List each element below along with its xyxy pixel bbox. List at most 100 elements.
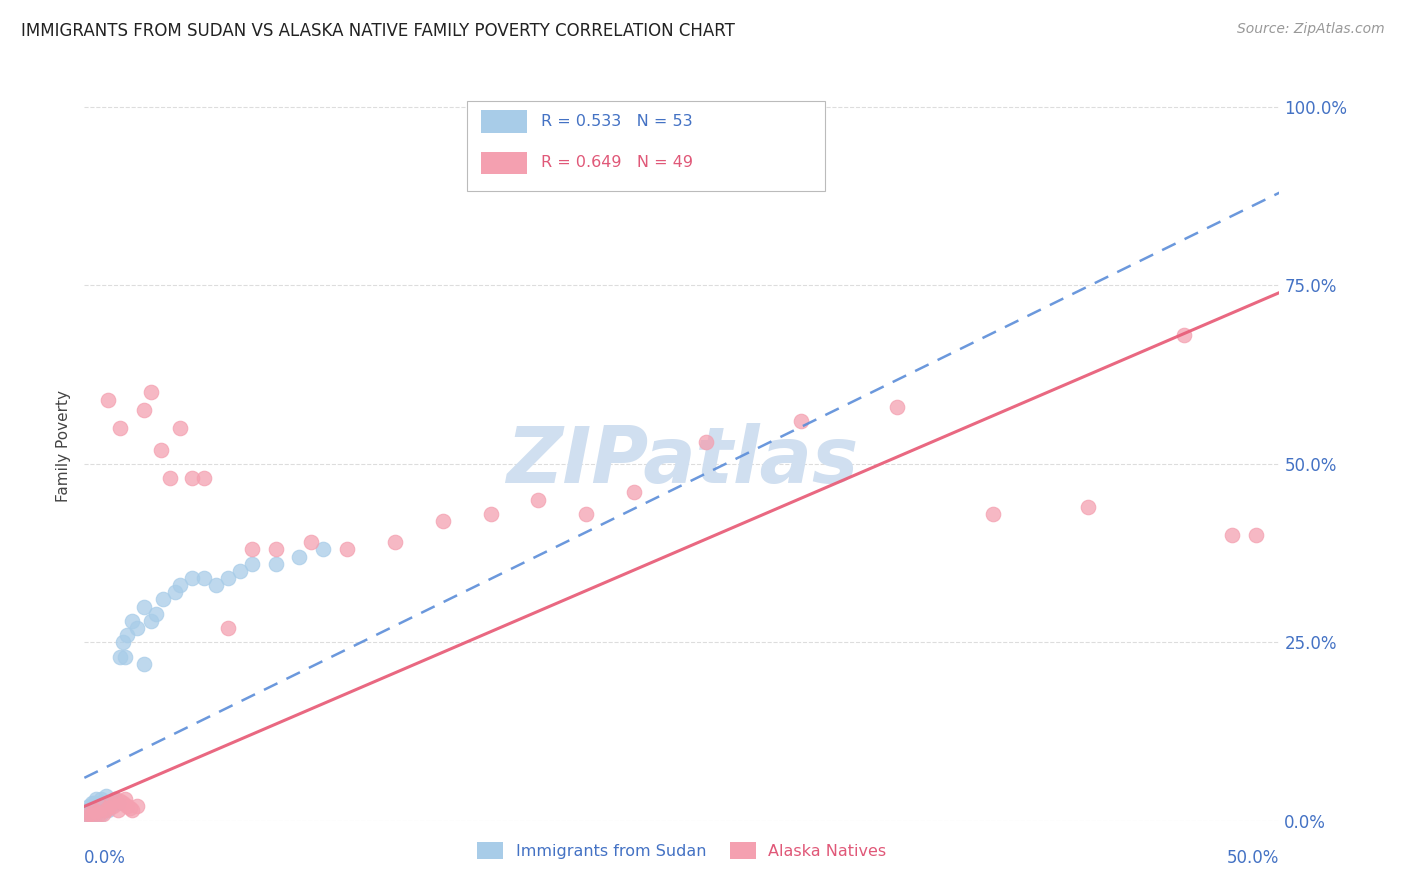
- Point: [90, 799, 112, 814]
- Point: [94, 789, 117, 803]
- Point: [111, 796, 134, 810]
- Point: [77, 810, 100, 824]
- Point: [80, 810, 103, 824]
- Point: [87, 803, 110, 817]
- Point: [336, 542, 359, 557]
- Point: [623, 485, 645, 500]
- Point: [193, 471, 215, 485]
- Text: R = 0.533   N = 53: R = 0.533 N = 53: [541, 114, 693, 129]
- Text: 50.0%: 50.0%: [1227, 849, 1279, 867]
- Point: [193, 571, 215, 585]
- Text: 0.0%: 0.0%: [84, 849, 127, 867]
- Text: R = 0.649   N = 49: R = 0.649 N = 49: [541, 155, 693, 170]
- Point: [80, 808, 103, 822]
- Point: [527, 492, 550, 507]
- Point: [110, 794, 132, 808]
- FancyBboxPatch shape: [467, 102, 825, 191]
- FancyBboxPatch shape: [481, 111, 527, 133]
- Point: [100, 796, 122, 810]
- Point: [132, 403, 156, 417]
- Point: [86, 805, 108, 819]
- Point: [145, 607, 167, 621]
- Point: [93, 806, 115, 821]
- Point: [77, 808, 100, 822]
- Point: [76, 810, 98, 824]
- Point: [118, 801, 141, 815]
- Point: [117, 628, 139, 642]
- Point: [93, 803, 115, 817]
- Point: [1077, 500, 1099, 514]
- Point: [111, 635, 134, 649]
- Point: [76, 803, 98, 817]
- Point: [114, 649, 136, 664]
- Point: [80, 803, 103, 817]
- Point: [790, 414, 813, 428]
- Point: [264, 557, 287, 571]
- Point: [107, 803, 129, 817]
- Point: [97, 392, 120, 407]
- Point: [90, 806, 112, 821]
- Point: [288, 549, 311, 564]
- Point: [100, 799, 122, 814]
- Point: [80, 806, 103, 821]
- Point: [104, 792, 127, 806]
- Point: [181, 571, 204, 585]
- Point: [77, 799, 100, 814]
- Point: [97, 801, 120, 815]
- Point: [149, 442, 172, 457]
- Text: IMMIGRANTS FROM SUDAN VS ALASKA NATIVE FAMILY POVERTY CORRELATION CHART: IMMIGRANTS FROM SUDAN VS ALASKA NATIVE F…: [21, 22, 735, 40]
- FancyBboxPatch shape: [481, 152, 527, 174]
- Point: [77, 806, 100, 821]
- Point: [121, 803, 143, 817]
- Point: [981, 507, 1004, 521]
- Point: [76, 810, 98, 824]
- Point: [107, 796, 129, 810]
- Point: [159, 471, 181, 485]
- Point: [114, 792, 136, 806]
- Y-axis label: Family Poverty: Family Poverty: [56, 390, 72, 502]
- Legend: Immigrants from Sudan, Alaska Natives: Immigrants from Sudan, Alaska Natives: [471, 836, 893, 865]
- Point: [94, 803, 117, 817]
- Point: [152, 592, 174, 607]
- Point: [240, 542, 263, 557]
- Point: [575, 507, 598, 521]
- Point: [104, 792, 127, 806]
- Point: [87, 796, 110, 810]
- Point: [217, 571, 239, 585]
- Point: [83, 803, 105, 817]
- Point: [886, 400, 908, 414]
- Point: [432, 514, 454, 528]
- Point: [132, 599, 156, 614]
- Point: [101, 794, 124, 808]
- Point: [121, 614, 143, 628]
- Point: [169, 578, 191, 592]
- Point: [264, 542, 287, 557]
- Point: [125, 799, 148, 814]
- Point: [165, 585, 187, 599]
- Point: [141, 385, 163, 400]
- Point: [87, 806, 110, 821]
- Point: [86, 801, 108, 815]
- Point: [312, 542, 335, 557]
- Point: [83, 801, 105, 815]
- Point: [1173, 328, 1195, 343]
- Point: [86, 806, 108, 821]
- Point: [110, 649, 132, 664]
- Text: Source: ZipAtlas.com: Source: ZipAtlas.com: [1237, 22, 1385, 37]
- Point: [110, 421, 132, 435]
- Text: ZIPatlas: ZIPatlas: [506, 423, 858, 499]
- Point: [77, 805, 100, 819]
- Point: [229, 564, 252, 578]
- Point: [83, 810, 105, 824]
- Point: [217, 621, 239, 635]
- Point: [141, 614, 163, 628]
- Point: [90, 792, 112, 806]
- Point: [169, 421, 191, 435]
- Point: [117, 799, 139, 814]
- Point: [132, 657, 156, 671]
- Point: [97, 803, 120, 817]
- Point: [240, 557, 263, 571]
- Point: [384, 535, 406, 549]
- Point: [125, 621, 148, 635]
- Point: [181, 471, 204, 485]
